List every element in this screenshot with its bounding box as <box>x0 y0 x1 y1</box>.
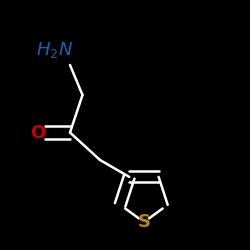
Text: O: O <box>30 124 45 142</box>
Text: $H_2N$: $H_2N$ <box>36 40 74 60</box>
Text: S: S <box>138 213 150 231</box>
